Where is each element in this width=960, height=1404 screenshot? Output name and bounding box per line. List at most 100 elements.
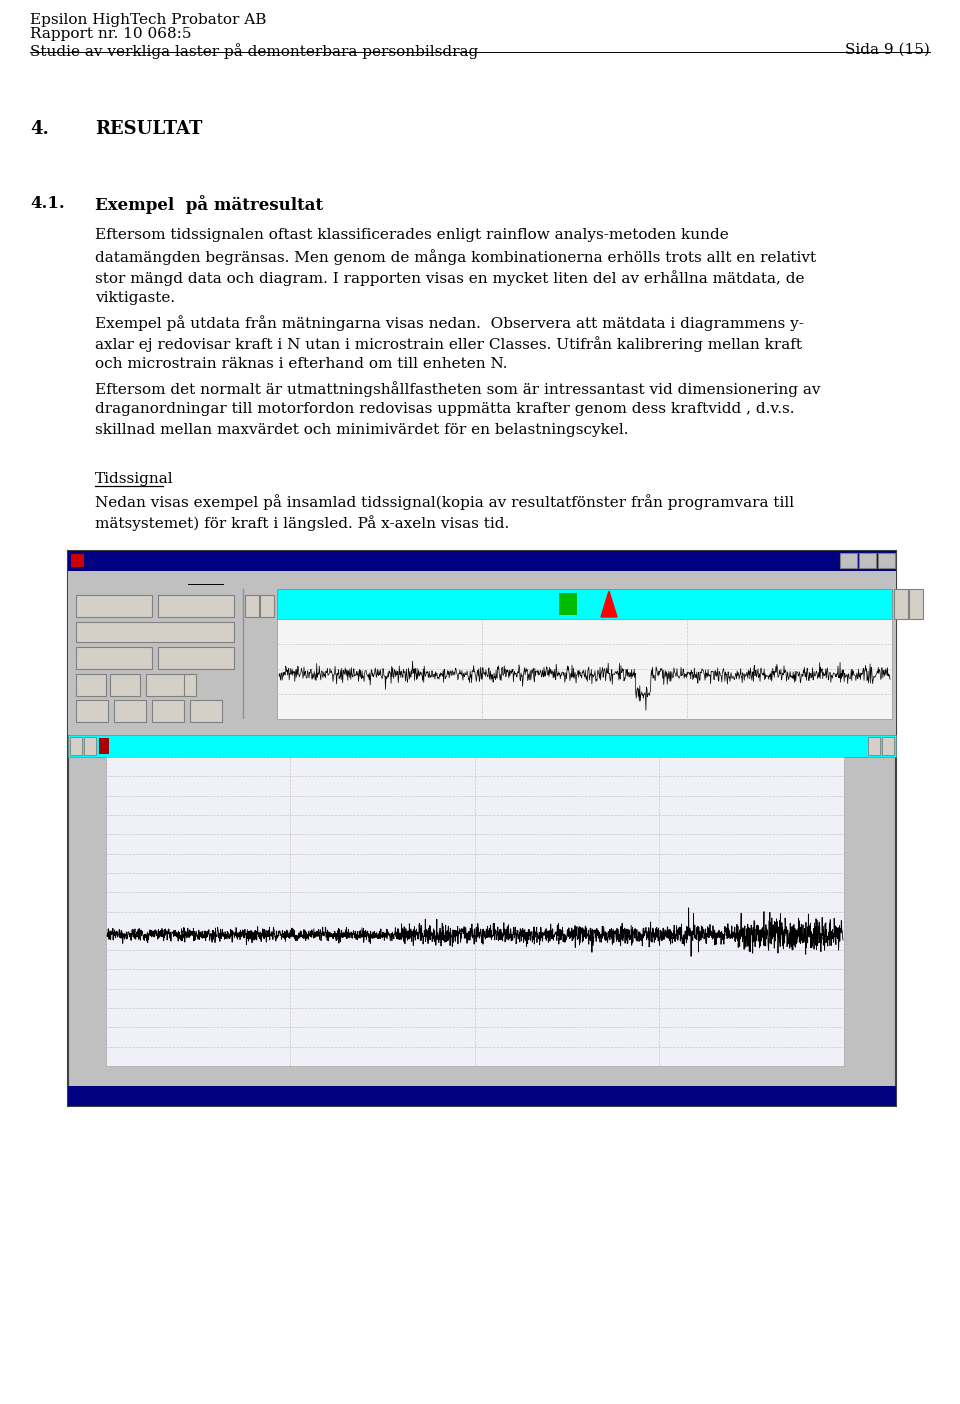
Text: ▼: ▼ [185,678,191,687]
Text: ►: ► [883,739,891,748]
Bar [76,595,152,616]
Bar [71,555,84,567]
Text: -: - [847,555,850,564]
Bar [868,737,880,755]
Text: RESULTAT: RESULTAT [95,119,203,138]
Polygon shape [601,591,617,616]
Text: stor mängd data och diagram. I rapporten visas en mycket liten del av erhållna m: stor mängd data och diagram. I rapporten… [95,270,804,286]
Text: ►: ► [85,739,92,748]
Text: ◄: ◄ [247,598,254,608]
Text: 746,1: 746,1 [847,800,876,810]
Text: 10:06:47.399: 10:06:47.399 [774,1070,844,1080]
Text: 10/08/2002: 10/08/2002 [462,720,517,730]
Bar [114,701,146,722]
Text: 10:06:10.999  –  10:06:47.399: 10:06:10.999 – 10:06:47.399 [517,720,691,730]
Text: ◄: ◄ [895,597,902,607]
Text: 371,1: 371,1 [847,858,876,868]
Text: 2x: 2x [162,678,178,691]
Text: 32: 32 [89,1032,103,1042]
Bar [68,550,896,571]
Bar [76,622,234,642]
Text: -753,9: -753,9 [847,1032,880,1042]
Text: 112: 112 [84,935,103,945]
Text: -253,9: -253,9 [847,955,880,965]
Text: ◄: ◄ [71,739,79,748]
Bar [559,592,577,615]
Text: ►: ► [262,598,270,608]
Text: 176: 176 [84,858,103,868]
Bar [68,550,896,1106]
Text: 996,1: 996,1 [847,761,876,771]
Bar [84,737,96,755]
Text: Längskraft: Längskraft [113,739,180,753]
Text: och microstrain räknas i efterhand om till enheten N.: och microstrain räknas i efterhand om ti… [95,357,508,371]
Text: Eftersom det normalt är utmattningshållfastheten som är intressantast vid dimens: Eftersom det normalt är utmattningshållf… [95,380,821,397]
Text: 96: 96 [89,955,103,965]
Text: 246,1: 246,1 [847,878,876,887]
Bar [76,647,152,668]
Text: 256: 256 [84,761,103,771]
Text: -128,9: -128,9 [847,935,880,945]
Bar [277,619,892,719]
Bar [245,595,259,616]
Bar [878,553,895,569]
Text: -378,9: -378,9 [847,973,880,983]
Text: -878,9: -878,9 [847,1050,880,1060]
Text: Select: Select [95,600,133,612]
Text: 10:06:10.999  –  10:06:47.399: 10:06:10.999 – 10:06:47.399 [258,739,468,753]
Text: Options: Options [188,573,233,585]
Text: Epsilon HighTech Probator AB: Epsilon HighTech Probator AB [30,13,266,27]
Text: 121,1: 121,1 [847,896,876,906]
Text: Exempel på utdata från mätningarna visas nedan.  Observera att mätdata i diagram: Exempel på utdata från mätningarna visas… [95,314,804,331]
Text: 871,1: 871,1 [847,781,876,790]
Text: 160: 160 [84,878,103,887]
Bar [894,590,908,619]
Text: uSYS Terminal - X:\Mätresultat\M1\Rak dålig väg\rakm170north.DAT: uSYS Terminal - X:\Mätresultat\M1\Rak då… [88,555,466,566]
Text: >|: >| [199,703,213,717]
Text: akm170north.DAT: akm170north.DAT [430,597,537,609]
Bar [76,701,108,722]
Text: Exempel  på mätresultat: Exempel på mätresultat [95,195,324,213]
Text: Sida 9 (15): Sida 9 (15) [845,44,930,58]
Bar [76,674,106,696]
Bar [106,757,844,1066]
Text: 4.1.: 4.1. [30,195,64,212]
Text: 10:06:10.999: 10:06:10.999 [106,1070,176,1080]
Text: 1: 1 [96,1070,103,1080]
Text: 208: 208 [84,819,103,828]
Text: Print: Print [141,626,169,639]
Text: View: View [181,600,211,612]
Bar [152,701,184,722]
Text: Backward: Backward [84,651,145,664]
Text: 144: 144 [84,896,103,906]
Bar [99,739,109,754]
Text: 80: 80 [90,973,103,983]
Text: re: re [418,597,430,609]
Text: axlar ej redovisar kraft i N utan i microstrain eller Classes. Utifrån kalibreri: axlar ej redovisar kraft i N utan i micr… [95,336,802,352]
Bar [70,737,82,755]
Bar [882,737,894,755]
Text: datamängden begränsas. Men genom de många kombinationerna erhölls trots allt en : datamängden begränsas. Men genom de mång… [95,249,816,265]
Bar [146,674,194,696]
Text: -628,9: -628,9 [847,1012,880,1022]
Text: Control: Control [76,573,119,585]
Bar [68,590,896,719]
Bar [277,590,892,619]
Text: Forward: Forward [171,651,221,664]
Text: Nedan visas exempel på insamlad tidssignal(kopia av resultatfönster från program: Nedan visas exempel på insamlad tidssign… [95,494,794,510]
Bar [68,1087,896,1106]
Text: 224: 224 [84,800,103,810]
Text: x: x [883,555,889,564]
Text: mätsystemet) för kraft i längsled. På x-axeln visas tid.: mätsystemet) för kraft i längsled. På x-… [95,515,509,531]
Text: Options: Options [188,573,233,585]
Bar [909,590,923,619]
Text: ►: ► [910,597,918,607]
Text: draganordningar till motorfordon redovisas uppmätta krafter genom dess kraftvidd: draganordningar till motorfordon redovis… [95,402,795,416]
Text: Rapport nr. 10 068:5: Rapport nr. 10 068:5 [30,27,191,41]
Text: ►: ► [163,703,173,717]
Text: Eftersom tidssignalen oftast klassificerades enligt rainflow analys-metoden kund: Eftersom tidssignalen oftast klassificer… [95,227,729,241]
Text: ◄: ◄ [870,739,877,748]
Text: 48: 48 [89,1012,103,1022]
Text: Functions: Functions [128,573,184,585]
Text: 10/08/2002  10:05:28,000: 10/08/2002 10:05:28,000 [279,720,406,730]
